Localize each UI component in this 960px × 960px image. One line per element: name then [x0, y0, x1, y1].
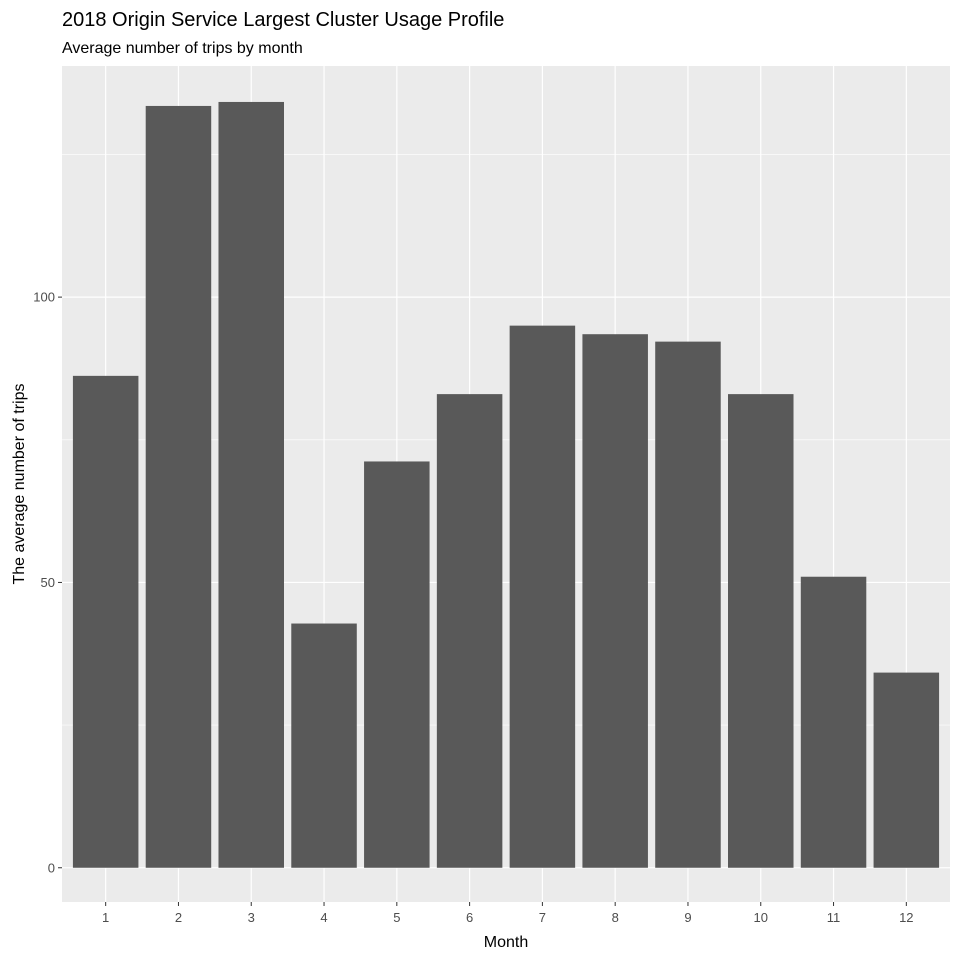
bar-month-4 [291, 623, 357, 868]
bars [72, 101, 940, 868]
bar-month-8 [582, 334, 648, 868]
x-tick-label: 12 [899, 910, 913, 925]
x-tick-label: 8 [612, 910, 619, 925]
chart-subtitle: Average number of trips by month [62, 40, 303, 57]
x-tick-label: 4 [320, 910, 327, 925]
y-tick-label: 100 [33, 290, 55, 305]
bar-month-9 [655, 341, 721, 868]
bar-month-1 [72, 375, 139, 868]
x-tick-label: 6 [466, 910, 473, 925]
x-tick-label: 11 [827, 910, 841, 925]
bar-month-11 [800, 576, 867, 868]
bar-month-5 [364, 461, 430, 868]
bar-month-12 [873, 672, 940, 868]
y-tick-label: 0 [48, 860, 55, 875]
bar-month-6 [436, 394, 503, 868]
x-tick-label: 5 [393, 910, 400, 925]
x-tick-label: 9 [684, 910, 691, 925]
x-tick-label: 3 [248, 910, 255, 925]
bar-month-10 [728, 394, 794, 868]
x-tick-label: 1 [102, 910, 109, 925]
chart-title: 2018 Origin Service Largest Cluster Usag… [62, 9, 504, 31]
y-tick-label: 50 [41, 575, 55, 590]
x-tick-label: 2 [175, 910, 182, 925]
bar-month-3 [218, 101, 284, 868]
bar-month-7 [509, 325, 576, 868]
x-tick-label: 7 [539, 910, 546, 925]
x-axis-title: Month [484, 934, 528, 951]
y-axis-title: The average number of trips [11, 384, 28, 585]
x-tick-label: 10 [754, 910, 768, 925]
bar-month-2 [145, 105, 212, 868]
